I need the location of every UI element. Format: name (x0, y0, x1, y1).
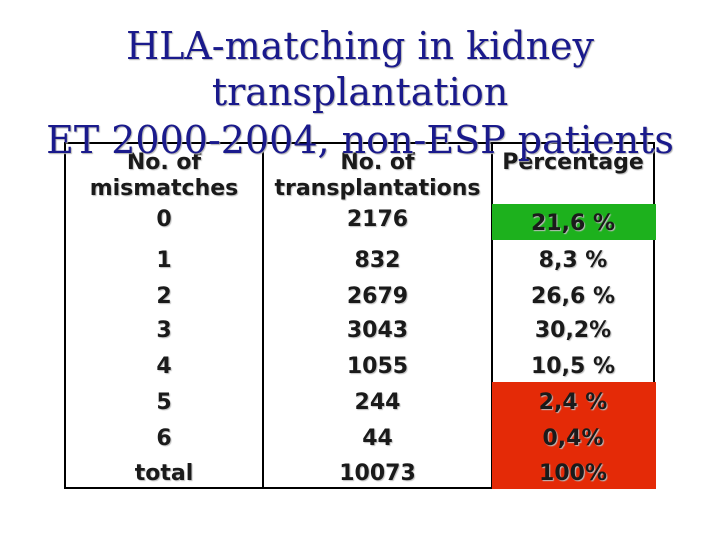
column-divider (262, 144, 264, 487)
cell-transplantations-total: 10073 (339, 461, 416, 486)
cell-mismatches: 4 (156, 354, 172, 379)
header-mismatches-line2: mismatches (89, 176, 239, 201)
cell-percentage: 26,6 % (531, 284, 615, 309)
header-mismatches: No. of mismatches (66, 150, 262, 202)
cell-percentage: 2,4 % (538, 390, 608, 415)
slide-title-line-2: transplantation (211, 70, 509, 114)
cell-transplantations: 244 (354, 390, 401, 415)
cell-transplantations: 2176 (346, 207, 409, 232)
header-mismatches-line1: No. of (126, 150, 202, 175)
cell-percentage: 30,2% (534, 318, 612, 343)
percentage-highlight-green (492, 204, 656, 240)
header-percentage: Percentage (493, 150, 653, 176)
cell-transplantations: 3043 (346, 318, 409, 343)
cell-mismatches: 5 (156, 390, 172, 415)
cell-mismatches: 2 (156, 284, 172, 309)
cell-mismatches-total: total (134, 461, 194, 486)
cell-mismatches: 3 (156, 318, 172, 343)
cell-transplantations: 1055 (346, 354, 409, 379)
cell-percentage: 0,4% (542, 426, 604, 451)
cell-mismatches: 6 (156, 426, 172, 451)
results-table: No. of mismatches No. of transplantation… (64, 142, 656, 489)
header-transplantations-line1: No. of (340, 150, 415, 175)
cell-percentage: 21,6 % (531, 211, 615, 236)
cell-transplantations: 2679 (346, 284, 409, 309)
cell-transplantations: 44 (362, 426, 393, 451)
cell-percentage-total: 100% (539, 461, 607, 486)
column-divider (491, 144, 493, 487)
cell-transplantations: 832 (354, 248, 401, 273)
slide-title-line-1: HLA-matching in kidney (125, 24, 595, 68)
cell-percentage: 8,3 % (538, 248, 608, 273)
header-percentage-line1: Percentage (502, 150, 644, 175)
cell-mismatches: 0 (156, 207, 172, 232)
slide-title-line-3: ET 2000-2004, non-ESP patients (46, 118, 674, 162)
header-transplantations-line2: transplantations (274, 176, 481, 201)
percentage-highlight-red (492, 382, 656, 489)
cell-percentage: 10,5 % (531, 354, 615, 379)
cell-mismatches: 1 (156, 248, 172, 273)
header-transplantations: No. of transplantations (264, 150, 491, 202)
